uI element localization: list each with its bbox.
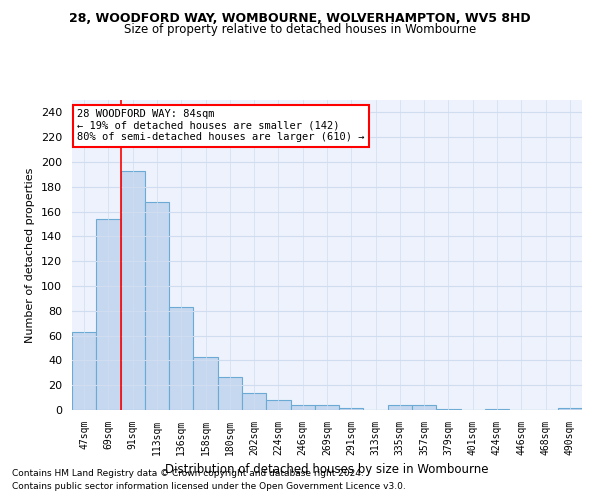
Text: 28 WOODFORD WAY: 84sqm
← 19% of detached houses are smaller (142)
80% of semi-de: 28 WOODFORD WAY: 84sqm ← 19% of detached… — [77, 110, 365, 142]
Bar — [339, 408, 364, 410]
Bar — [218, 376, 242, 410]
Y-axis label: Number of detached properties: Number of detached properties — [25, 168, 35, 342]
Bar — [121, 170, 145, 410]
Bar — [485, 409, 509, 410]
Text: Size of property relative to detached houses in Wombourne: Size of property relative to detached ho… — [124, 22, 476, 36]
Text: Contains public sector information licensed under the Open Government Licence v3: Contains public sector information licen… — [12, 482, 406, 491]
Bar — [145, 202, 169, 410]
Bar — [558, 408, 582, 410]
Bar — [169, 307, 193, 410]
Bar — [266, 400, 290, 410]
Bar — [193, 356, 218, 410]
Bar — [315, 405, 339, 410]
Text: 28, WOODFORD WAY, WOMBOURNE, WOLVERHAMPTON, WV5 8HD: 28, WOODFORD WAY, WOMBOURNE, WOLVERHAMPT… — [69, 12, 531, 26]
Bar — [96, 219, 121, 410]
Bar — [72, 332, 96, 410]
Bar — [412, 405, 436, 410]
Bar — [242, 392, 266, 410]
Bar — [290, 405, 315, 410]
Bar — [388, 405, 412, 410]
Bar — [436, 409, 461, 410]
Text: Contains HM Land Registry data © Crown copyright and database right 2024.: Contains HM Land Registry data © Crown c… — [12, 468, 364, 477]
X-axis label: Distribution of detached houses by size in Wombourne: Distribution of detached houses by size … — [165, 464, 489, 476]
